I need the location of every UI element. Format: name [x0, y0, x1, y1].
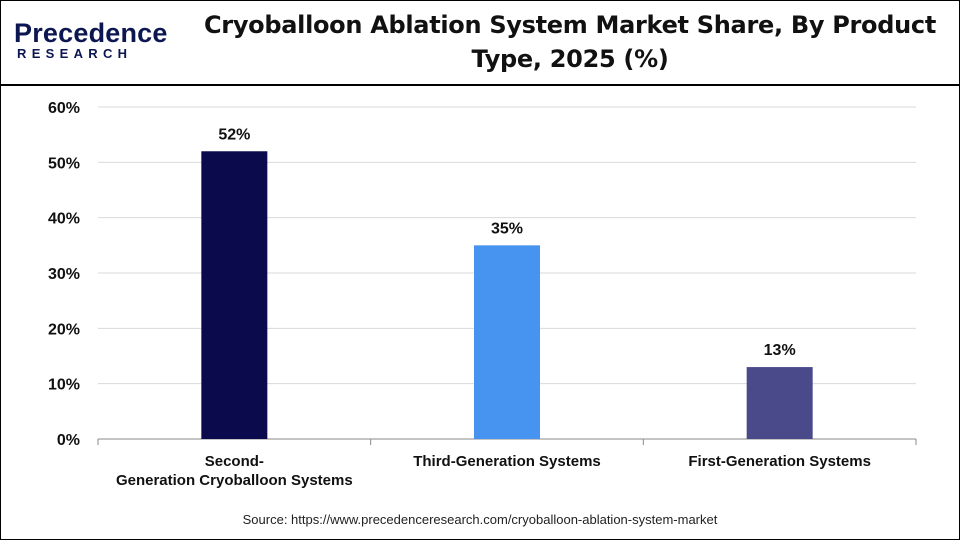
y-tick-label: 50%	[48, 155, 80, 172]
precedence-research-logo: Precedence RESEARCH	[14, 18, 167, 68]
data-label: 52%	[218, 126, 250, 143]
y-tick-label: 0%	[57, 432, 80, 449]
bar	[474, 245, 540, 439]
y-tick-label: 20%	[48, 321, 80, 338]
bar	[201, 151, 268, 439]
y-tick-label: 40%	[48, 211, 80, 228]
x-tick-label: Second-	[205, 453, 264, 470]
logo-subtext: RESEARCH	[17, 46, 133, 61]
x-tick-label: First-Generation Systems	[688, 453, 871, 470]
x-tick-label: Third-Generation Systems	[413, 453, 601, 470]
header-divider	[0, 84, 960, 86]
header: Precedence RESEARCH Cryoballoon Ablation…	[0, 0, 960, 84]
y-tick-label: 60%	[48, 100, 80, 117]
y-tick-label: 10%	[48, 377, 80, 394]
x-tick-label: Generation Cryoballoon Systems	[116, 472, 353, 489]
data-label: 13%	[764, 342, 796, 359]
logo-wordmark: Precedence	[14, 18, 168, 48]
y-tick-label: 30%	[48, 266, 80, 283]
bar	[746, 367, 813, 439]
source-note: Source: https://www.precedenceresearch.c…	[242, 512, 718, 527]
data-label: 35%	[491, 220, 523, 237]
chart-title: Cryoballoon Ablation System Market Share…	[203, 11, 937, 73]
